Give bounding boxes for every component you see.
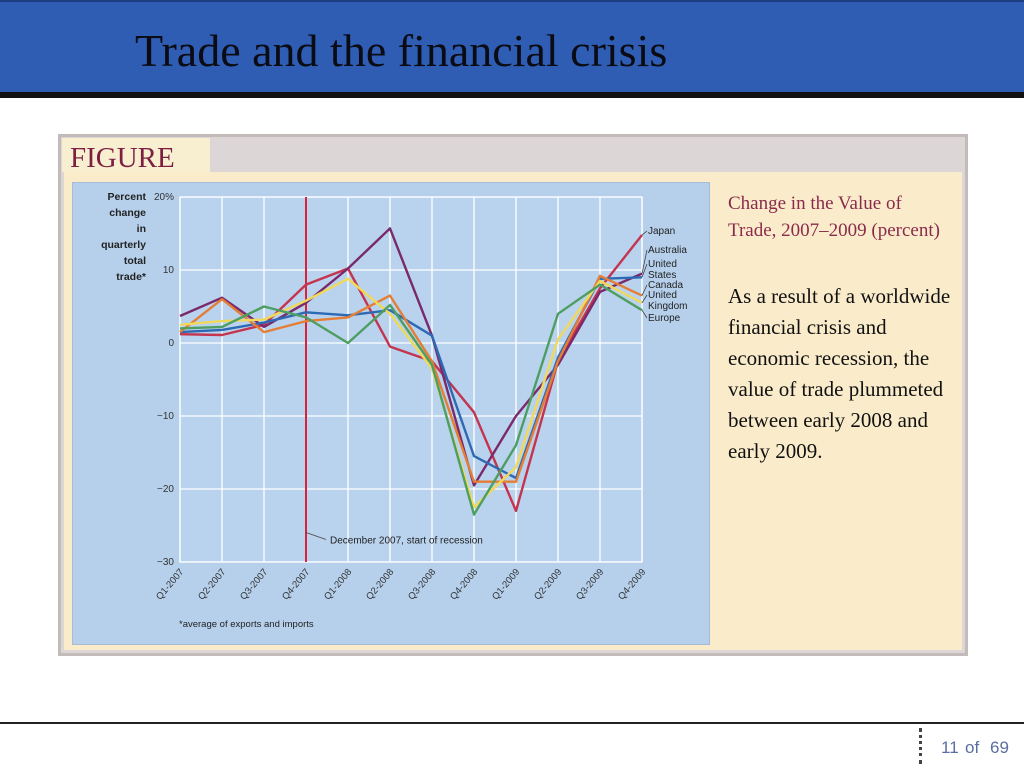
series-line-europe — [179, 283, 643, 516]
figure-label: FIGURE — [70, 142, 175, 174]
y-tick-label: 20% — [154, 192, 174, 203]
page-total: 69 — [990, 738, 1009, 757]
x-tick-label: Q4-2007 — [280, 567, 312, 602]
y-axis-label: change — [109, 207, 146, 219]
x-tick-label: Q1-2009 — [490, 567, 522, 602]
y-tick-label: 10 — [163, 265, 175, 276]
figure-caption-title: Change in the Value of Trade, 2007–2009 … — [728, 193, 940, 241]
series-line-australia — [179, 227, 643, 487]
y-axis-label: quarterly — [101, 239, 146, 251]
legend-label: Canada — [648, 280, 683, 291]
recession-annotation: December 2007, start of recession — [330, 535, 483, 546]
y-tick-label: 0 — [168, 338, 174, 349]
slide-title: Trade and the financial crisis — [135, 25, 668, 76]
legend-leader — [641, 263, 648, 278]
footer-rule — [0, 722, 1024, 724]
legend-label: United States — [648, 259, 677, 281]
legend-label: Japan — [648, 226, 675, 237]
x-tick-label: Q2-2008 — [364, 567, 396, 602]
chart-footnote: *average of exports and imports — [179, 619, 314, 630]
page-of-label: of — [965, 738, 980, 757]
x-tick-label: Q4-2009 — [616, 567, 648, 602]
page-number: 11 — [941, 738, 959, 757]
annotation-leader — [305, 532, 327, 540]
legend-label: Australia — [648, 245, 687, 256]
figure-tab — [62, 138, 210, 172]
y-tick-label: −30 — [157, 557, 174, 568]
figure-caption-body: As a result of a worldwide financial cri… — [728, 284, 951, 463]
y-axis-label: Percent — [107, 191, 146, 203]
legend-leader — [641, 309, 648, 319]
legend-leader — [641, 249, 648, 274]
y-axis-label: in — [137, 223, 146, 235]
footer-separator — [919, 728, 922, 764]
legend-leader — [641, 284, 648, 296]
legend-label: Europe — [648, 313, 681, 324]
series-line-canada — [179, 274, 643, 483]
x-tick-label: Q2-2009 — [532, 567, 564, 602]
x-tick-label: Q1-2008 — [322, 567, 354, 602]
plot-area — [179, 196, 643, 563]
y-axis-label: total — [124, 255, 146, 267]
legend-label: United Kingdom — [648, 290, 687, 312]
y-tick-label: −20 — [157, 484, 174, 495]
y-axis-label: trade* — [116, 271, 147, 283]
x-tick-label: Q3-2007 — [238, 567, 270, 602]
x-tick-label: Q4-2008 — [448, 567, 480, 602]
x-tick-label: Q3-2009 — [574, 567, 606, 602]
x-tick-label: Q1-2007 — [154, 567, 186, 602]
x-tick-label: Q3-2008 — [406, 567, 438, 602]
title-bar: Trade and the financial crisis — [0, 0, 1024, 98]
y-tick-label: −10 — [157, 411, 174, 422]
series-line-united-kingdom — [179, 277, 643, 509]
legend-leader — [641, 294, 648, 304]
legend-leader — [641, 230, 648, 236]
x-tick-label: Q2-2007 — [196, 567, 228, 602]
